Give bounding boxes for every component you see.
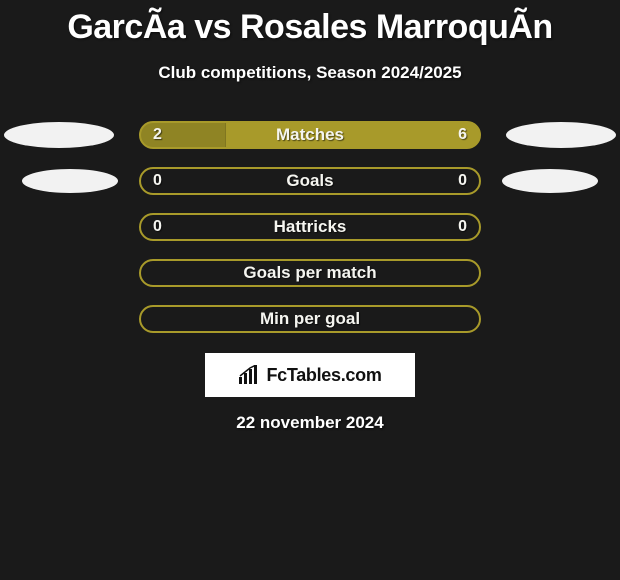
player-avatar-right: [506, 122, 616, 148]
stat-value-left: 0: [153, 218, 162, 236]
stat-row: Goals per match: [0, 259, 620, 287]
stat-value-left: 2: [153, 126, 162, 144]
stat-value-right: 0: [458, 172, 467, 190]
brand-box[interactable]: FcTables.com: [205, 353, 415, 397]
brand-text: FcTables.com: [266, 365, 381, 386]
stat-label: Hattricks: [274, 217, 347, 237]
stat-bar: 0 0 Hattricks: [139, 213, 481, 241]
stat-label: Matches: [276, 125, 344, 145]
stat-row: Min per goal: [0, 305, 620, 333]
player-avatar-left: [22, 169, 118, 193]
stat-label: Min per goal: [260, 309, 360, 329]
date-text: 22 november 2024: [0, 413, 620, 433]
page-title: GarcÃ­a vs Rosales MarroquÃ­n: [0, 0, 620, 47]
stat-row: 2 6 Matches: [0, 121, 620, 149]
stat-label: Goals per match: [243, 263, 376, 283]
player-avatar-right: [502, 169, 598, 193]
brand-chart-icon: [238, 365, 260, 385]
stat-bar: 2 6 Matches: [139, 121, 481, 149]
stat-row: 0 0 Goals: [0, 167, 620, 195]
stat-label: Goals: [286, 171, 333, 191]
stat-value-right: 6: [458, 126, 467, 144]
stat-rows: 2 6 Matches 0 0 Goals 0 0 Hattricks Goals per mat…: [0, 121, 620, 333]
page-subtitle: Club competitions, Season 2024/2025: [0, 63, 620, 83]
stat-bar: Goals per match: [139, 259, 481, 287]
player-avatar-left: [4, 122, 114, 148]
stat-value-right: 0: [458, 218, 467, 236]
stat-bar: 0 0 Goals: [139, 167, 481, 195]
stat-row: 0 0 Hattricks: [0, 213, 620, 241]
stat-bar: Min per goal: [139, 305, 481, 333]
stat-value-left: 0: [153, 172, 162, 190]
